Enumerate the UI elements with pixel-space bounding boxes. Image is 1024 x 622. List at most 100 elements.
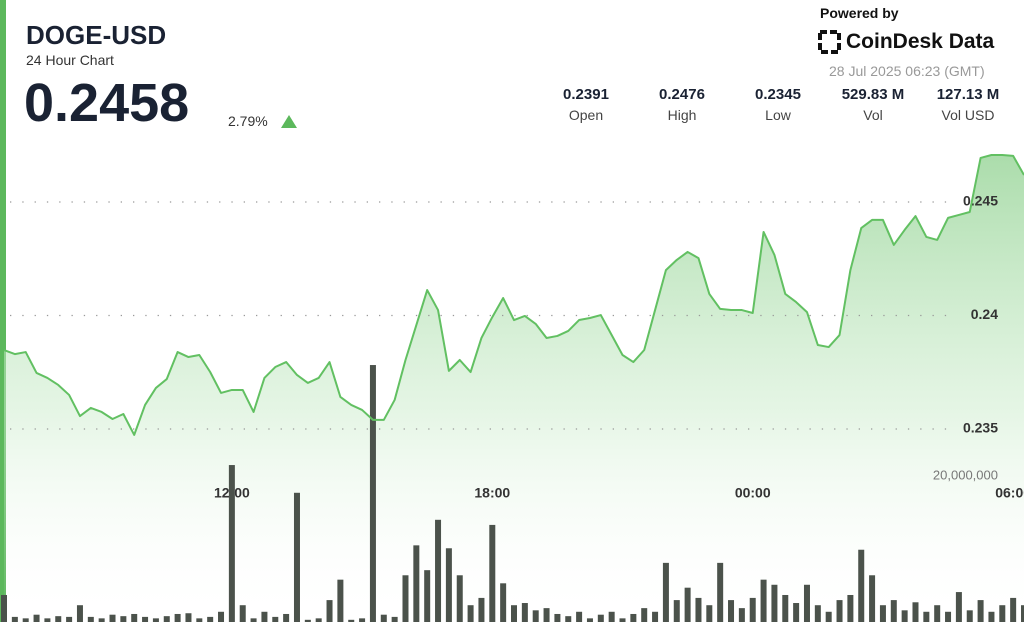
volume-bar [66, 616, 73, 622]
volume-bar [532, 610, 539, 622]
volume-bar [55, 616, 62, 622]
volume-bar [315, 618, 322, 622]
volume-bar [152, 618, 159, 622]
subtitle: 24 Hour Chart [26, 52, 114, 68]
volume-bar [1010, 597, 1017, 622]
volume-bar [120, 616, 127, 622]
volume-bar [228, 465, 235, 622]
volume-bar [435, 519, 442, 622]
volume-bar [717, 562, 724, 622]
powered-by: Powered by [820, 5, 899, 21]
volume-bar [771, 584, 778, 622]
y2-tick-label: 20,000,000 [933, 467, 998, 482]
volume-bar [391, 616, 398, 622]
volume-bar [879, 605, 886, 622]
volume-bar [98, 618, 105, 622]
volume-bar [825, 611, 832, 622]
volume-bar [76, 605, 83, 622]
volume-bar [261, 611, 268, 622]
volume-bar [142, 616, 149, 622]
volume-bar [554, 613, 561, 622]
area-fill [4, 155, 1024, 622]
y-tick-label: 0.235 [963, 420, 998, 436]
volume-bar [33, 614, 40, 622]
volume-bar [923, 611, 930, 622]
volume-bar [131, 613, 138, 622]
volume-bar [326, 600, 333, 622]
volume-bar [988, 611, 995, 622]
volume-bar [684, 587, 691, 622]
y-tick-label: 0.245 [963, 193, 998, 209]
volume-bar [511, 605, 517, 622]
stat-value: 127.13 M [936, 86, 1000, 103]
volume-bar [543, 608, 550, 622]
volume-bar [977, 600, 984, 622]
volume-bar [44, 618, 51, 622]
volume-bar [934, 605, 941, 622]
volume-bar [207, 616, 214, 622]
brand: CoinDesk Data [846, 30, 995, 53]
price: 0.2458 [24, 73, 190, 133]
volume-bar [196, 618, 203, 622]
volume-bar [478, 597, 485, 622]
volume-bar [652, 611, 659, 622]
volume-bar [413, 545, 420, 622]
accent-stripe [0, 0, 6, 622]
up-arrow [281, 115, 297, 128]
volume-bar [662, 562, 669, 622]
volume-bar [619, 618, 626, 622]
stat-label: Vol [863, 107, 883, 123]
price-line [3, 154, 1024, 436]
x-tick-label: 18:00 [474, 485, 510, 501]
volume-bar [87, 616, 94, 622]
volume-bar [706, 605, 713, 622]
volume-bar [500, 583, 507, 622]
volume-bar [695, 597, 702, 622]
volume-bar [445, 548, 452, 622]
volume-bar [608, 611, 615, 622]
volume-bar [185, 613, 192, 622]
stat: 0.2476 High [634, 86, 730, 123]
volume-bar [890, 600, 897, 622]
volume-bar [597, 614, 604, 622]
volume-bar [521, 603, 528, 622]
stat: 0.2345 Low [730, 86, 826, 123]
volume-bar [586, 618, 593, 622]
volume-bar [163, 616, 170, 622]
volume-bar [456, 575, 463, 622]
volume-bar [869, 575, 876, 622]
volume-bar [369, 365, 376, 622]
volume-bar [814, 605, 821, 622]
volume-bar [760, 579, 767, 622]
volume-bar [272, 616, 279, 622]
timestamp: 28 Jul 2025 06:23 (GMT) [829, 63, 985, 79]
volume-bar [174, 613, 181, 622]
stat: 529.83 M Vol [825, 86, 921, 123]
volume-bar [424, 570, 431, 622]
volume-bar [250, 618, 257, 622]
x-tick-label: 06:00 [995, 485, 1024, 501]
volume-bar [402, 575, 409, 622]
volume-bar [728, 600, 735, 622]
volume-bar [966, 610, 973, 622]
stat-value: 0.2345 [755, 86, 801, 103]
volume-bar [22, 618, 29, 622]
ticker: DOGE-USD [26, 20, 167, 50]
stat: 127.13 M Vol USD [920, 86, 1016, 123]
volume-bar [380, 614, 387, 622]
volume-bar [836, 600, 843, 622]
volume-bar [782, 594, 789, 622]
stat-label: High [667, 107, 697, 123]
volume-bar [793, 603, 800, 622]
volume-bar [11, 616, 18, 622]
volume-bar [945, 611, 952, 622]
volume-bar [1021, 605, 1024, 622]
volume-bar [901, 610, 908, 622]
volume-bar [803, 584, 810, 622]
volume-bar [348, 619, 355, 622]
brand-logo [818, 30, 841, 54]
volume-bar [359, 618, 366, 622]
volume-bar [576, 611, 583, 622]
